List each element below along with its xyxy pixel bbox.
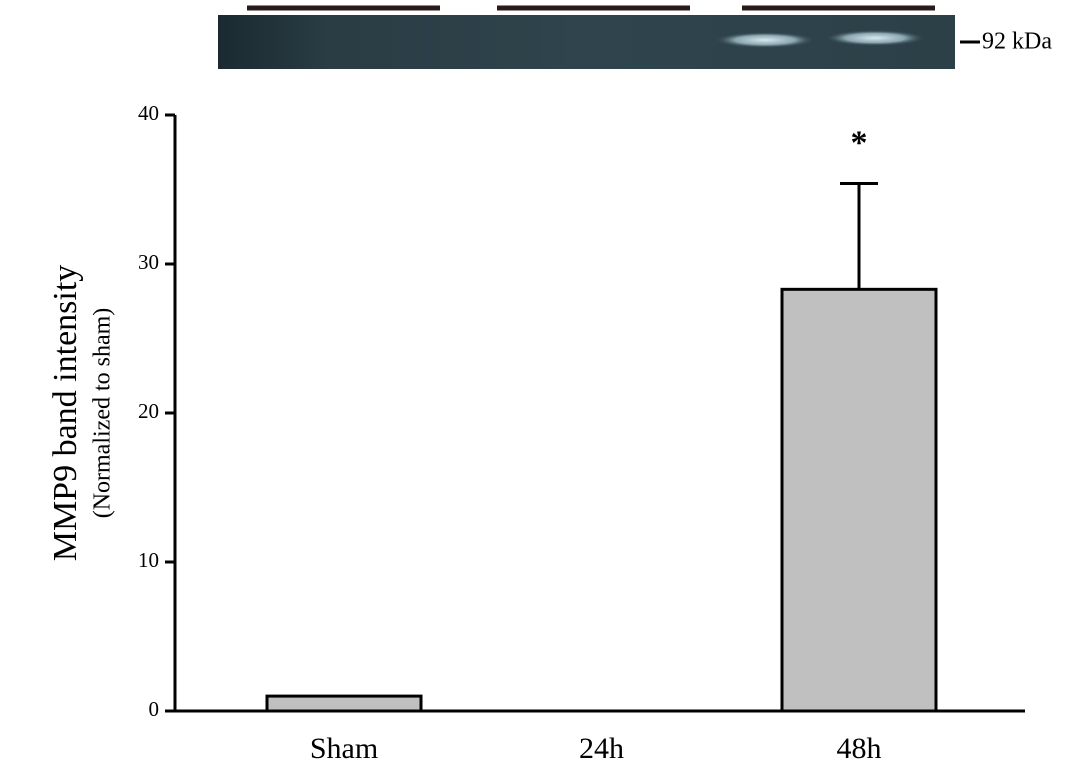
blot: 92 kDa <box>218 8 1052 69</box>
y-tick-label: 20 <box>138 399 159 423</box>
bar <box>267 696 421 711</box>
y-label: MMP9 band intensity <box>47 265 84 562</box>
y-tick-label: 10 <box>138 548 159 572</box>
error-bar <box>840 184 878 290</box>
blot-label: 92 kDa <box>982 29 1052 55</box>
chart: 92 kDa MMP9 band intensity (Normalized t… <box>0 0 1082 769</box>
y-sublabel: (Normalized to sham) <box>90 308 116 519</box>
x-tick-label: 48h <box>837 732 882 765</box>
y-tick-label: 0 <box>149 697 160 721</box>
page: {"chart_data": {"type": "bar", "blot_lab… <box>0 0 1082 769</box>
y-tick-label: 30 <box>138 250 159 274</box>
x-tick-label: Sham <box>310 732 378 765</box>
blot-band <box>825 30 925 46</box>
y-axis-title: MMP9 band intensity (Normalized to sham) <box>47 265 116 562</box>
bar <box>782 289 936 711</box>
blot-band <box>715 32 815 48</box>
y-tick-label: 40 <box>138 101 159 125</box>
annotation: * <box>851 124 868 161</box>
x-tick-label: 24h <box>579 732 624 765</box>
